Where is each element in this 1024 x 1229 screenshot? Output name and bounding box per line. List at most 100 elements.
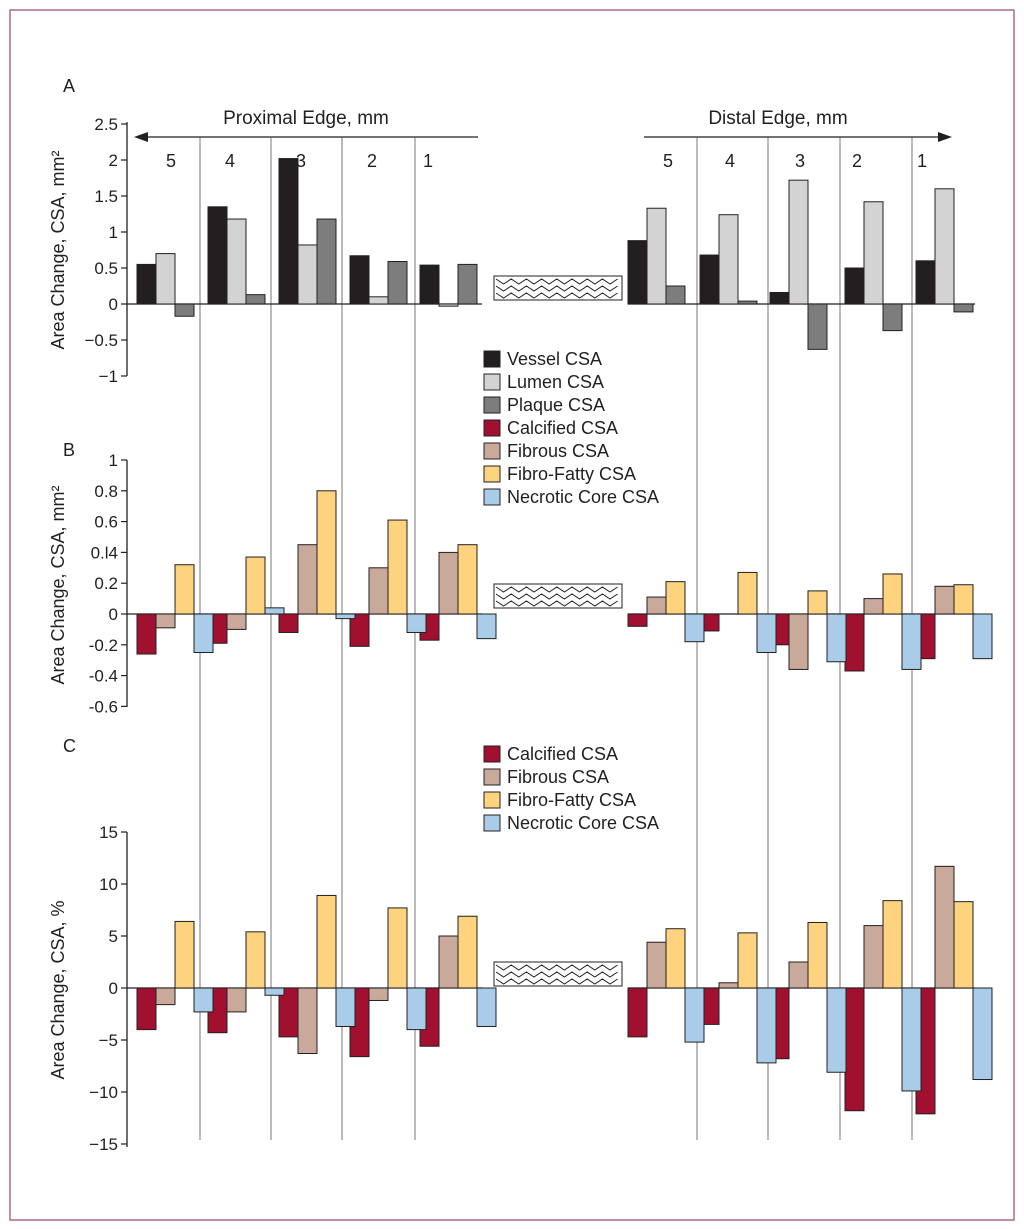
bar-fibro-fatty-csadistal bbox=[882, 573, 903, 615]
bar-lumen-csadistal bbox=[646, 207, 667, 305]
bar-necrotic-core-csaproximal bbox=[476, 987, 497, 1027]
bar-plaque-csadistal bbox=[882, 303, 903, 332]
legend-swatch bbox=[483, 350, 501, 368]
bar-fibrous-csaproximal bbox=[368, 567, 389, 615]
distal-arrow-head bbox=[938, 132, 952, 142]
bar-vessel-csadistal bbox=[915, 260, 936, 305]
bar-fibrous-csaproximal bbox=[297, 544, 318, 615]
bar-lumen-csadistal bbox=[863, 201, 884, 305]
bar-necrotic-core-csaproximal bbox=[193, 987, 214, 1013]
bar-vessel-csaproximal bbox=[419, 264, 440, 305]
bar-vessel-csadistal bbox=[699, 254, 720, 305]
bar-fibro-fatty-csadistal bbox=[807, 921, 828, 989]
bar-lumen-csaproximal bbox=[155, 253, 176, 305]
bar-necrotic-core-csaproximal bbox=[406, 613, 427, 633]
y-tick-label: 0 bbox=[109, 979, 118, 998]
panel-letter: C bbox=[63, 736, 76, 756]
stent-icon bbox=[493, 275, 623, 301]
y-tick-label: 0 bbox=[109, 605, 118, 624]
y-tick-label: 15 bbox=[99, 823, 118, 842]
bar-necrotic-core-csaproximal bbox=[406, 987, 427, 1031]
bar-fibro-fatty-csaproximal bbox=[387, 907, 408, 989]
legend-swatch bbox=[483, 442, 501, 460]
legend-swatch bbox=[483, 814, 501, 832]
bar-calcified-csadistal bbox=[844, 613, 865, 672]
bar-necrotic-core-csadistal bbox=[826, 987, 847, 1073]
bar-lumen-csadistal bbox=[788, 179, 809, 305]
bar-lumen-csaproximal bbox=[226, 218, 247, 305]
bar-necrotic-core-csadistal bbox=[972, 613, 993, 660]
stent-zigzag bbox=[495, 586, 618, 593]
y-tick-label: 0.6 bbox=[94, 513, 118, 532]
legend-swatch bbox=[483, 396, 501, 414]
legend-label: Lumen CSA bbox=[507, 372, 604, 392]
y-tick-label: 10 bbox=[99, 875, 118, 894]
y-tick-label: −0.5 bbox=[84, 331, 118, 350]
bar-necrotic-core-csaproximal bbox=[335, 987, 356, 1027]
bar-fibro-fatty-csadistal bbox=[882, 900, 903, 989]
bar-vessel-csadistal bbox=[844, 267, 865, 305]
proximal-category-label: 2 bbox=[367, 151, 377, 171]
proximal-edge-label: Proximal Edge, mm bbox=[223, 108, 389, 129]
bar-calcified-csadistal bbox=[844, 987, 865, 1112]
bar-fibrous-csaproximal bbox=[226, 987, 247, 1013]
bar-necrotic-core-csaproximal bbox=[335, 613, 356, 620]
bar-calcified-csaproximal bbox=[136, 613, 157, 655]
bar-fibro-fatty-csaproximal bbox=[457, 544, 478, 615]
y-tick-label: -0.4 bbox=[89, 667, 118, 686]
y-axis-title: Area Change, CSA, mm² bbox=[48, 485, 68, 684]
distal-category-label: 1 bbox=[917, 151, 927, 171]
stent-zigzag bbox=[495, 600, 618, 607]
bar-fibrous-csadistal bbox=[863, 925, 884, 989]
bar-necrotic-core-csadistal bbox=[756, 613, 777, 653]
bar-calcified-csadistal bbox=[627, 613, 648, 627]
y-tick-label: 2 bbox=[109, 151, 118, 170]
bar-fibrous-csadistal bbox=[934, 585, 955, 615]
distal-category-label: 4 bbox=[725, 151, 735, 171]
y-tick-label: 0.8 bbox=[94, 482, 118, 501]
legend-swatch bbox=[483, 768, 501, 786]
bar-fibro-fatty-csadistal bbox=[953, 901, 974, 989]
bar-fibro-fatty-csadistal bbox=[737, 932, 758, 989]
bar-fibrous-csaproximal bbox=[226, 613, 247, 630]
bar-necrotic-core-csadistal bbox=[972, 987, 993, 1081]
legend-swatch bbox=[483, 791, 501, 809]
bar-vessel-csaproximal bbox=[136, 263, 157, 305]
legend-swatch bbox=[483, 419, 501, 437]
distal-edge-label: Distal Edge, mm bbox=[708, 108, 847, 129]
bar-plaque-csadistal bbox=[665, 285, 686, 305]
legend-swatch bbox=[483, 745, 501, 763]
y-axis-title: Area Change, CSA, mm² bbox=[48, 150, 68, 349]
bar-fibro-fatty-csaproximal bbox=[387, 519, 408, 615]
bar-fibro-fatty-csadistal bbox=[953, 584, 974, 615]
figure-frame bbox=[9, 9, 1015, 1221]
distal-category-label: 5 bbox=[663, 151, 673, 171]
bar-fibrous-csadistal bbox=[788, 613, 809, 670]
y-tick-label: -0.6 bbox=[89, 697, 118, 716]
legend-swatch bbox=[483, 465, 501, 483]
bar-plaque-csaproximal bbox=[245, 294, 266, 305]
proximal-arrow-head bbox=[134, 132, 148, 142]
legend-swatch bbox=[483, 373, 501, 391]
distal-category-label: 2 bbox=[852, 151, 862, 171]
stent-zigzag bbox=[495, 964, 618, 971]
bar-fibrous-csaproximal bbox=[155, 613, 176, 629]
bar-fibro-fatty-csaproximal bbox=[174, 920, 195, 989]
y-tick-label: 0.5 bbox=[94, 259, 118, 278]
bar-vessel-csadistal bbox=[627, 240, 648, 305]
bar-vessel-csaproximal bbox=[278, 158, 299, 305]
y-tick-label: 0.2 bbox=[94, 574, 118, 593]
legend-label: Fibro-Fatty CSA bbox=[507, 464, 636, 484]
bar-fibrous-csaproximal bbox=[438, 551, 459, 615]
stent-zigzag bbox=[495, 978, 618, 985]
bar-necrotic-core-csadistal bbox=[826, 613, 847, 663]
bar-necrotic-core-csaproximal bbox=[193, 613, 214, 653]
legend-swatch bbox=[483, 488, 501, 506]
y-tick-label: −1 bbox=[99, 367, 118, 386]
panel-C: C 15 10 5 0 −5 −10 −15 Area Change, CSA, % Calcif… bbox=[48, 736, 993, 1154]
proximal-category-label: 3 bbox=[296, 151, 306, 171]
bar-necrotic-core-csadistal bbox=[684, 987, 705, 1043]
bar-necrotic-core-csaproximal bbox=[476, 613, 497, 640]
bar-fibrous-csadistal bbox=[788, 961, 809, 989]
